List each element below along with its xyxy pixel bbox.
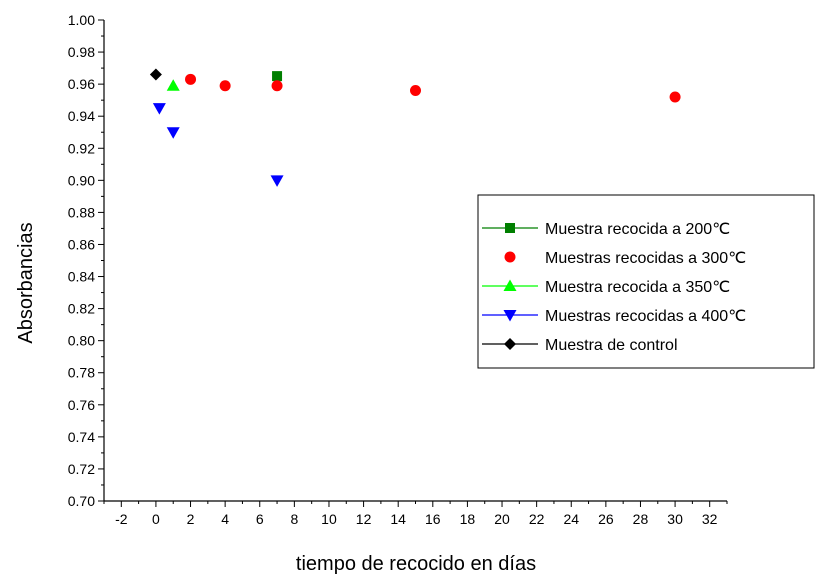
y-tick-label: 0.88 [68,204,95,220]
y-tick-label: 0.70 [68,493,95,509]
x-tick-label: 8 [290,511,298,527]
data-points [149,68,681,187]
y-tick-label: 0.82 [68,301,95,317]
legend-marker [504,338,516,350]
y-tick-label: 0.96 [68,76,95,92]
data-point-series-1 [410,85,421,97]
x-tick-label: 24 [563,511,579,527]
legend-marker [505,223,515,233]
y-tick-label: 1.00 [68,12,95,28]
data-point-series-4 [149,68,162,81]
x-tick-label: 22 [529,511,545,527]
x-tick-label: 30 [667,511,683,527]
x-tick-label: 6 [256,511,264,527]
data-point-series-3 [152,103,166,115]
data-point-series-1 [219,80,231,92]
x-tick-label: 32 [702,511,718,527]
data-point-series-1 [669,91,681,103]
legend-entry: Muestra recocida a 200℃ [482,221,730,238]
x-tick-label: 20 [494,511,510,527]
legend-label: Muestra recocida a 350℃ [545,279,730,296]
data-point-series-2 [166,79,180,91]
x-tick-label: 2 [187,511,195,527]
y-tick-label: 0.76 [68,397,95,413]
x-tick-label: 10 [321,511,337,527]
x-tick-label: 16 [425,511,441,527]
y-axis-title: Absorbancias [15,222,37,343]
y-tick-label: 0.80 [68,333,95,349]
legend-box [477,194,815,369]
legend-label: Muestras recocidas a 400℃ [545,308,746,325]
legend-marker [504,251,516,263]
x-tick-label: -2 [115,511,128,527]
y-tick-label: 0.86 [68,236,95,252]
legend-entry: Muestra de control [482,337,678,354]
x-tick-label: 18 [460,511,476,527]
data-point-series-0 [272,71,283,82]
x-tick-label: 4 [221,511,229,527]
y-tick-label: 0.84 [68,269,95,285]
x-axis-title: tiempo de recocido en días [296,553,536,575]
x-tick-label: 0 [152,511,160,527]
data-point-series-3 [166,127,180,139]
legend-marker [503,279,517,291]
y-tick-label: 0.98 [68,44,95,60]
x-tick-label: 12 [356,511,372,527]
y-tick-label: 0.78 [68,365,95,381]
x-tick-label: 14 [390,511,406,527]
legend-label: Muestras recocidas a 300℃ [545,250,746,267]
legend-entry: Muestra recocida a 350℃ [482,279,730,296]
data-point-series-1 [185,73,197,85]
data-point-series-1 [271,80,283,92]
legend-label: Muestra de control [545,337,678,354]
x-tick-label: 28 [633,511,649,527]
legend: Muestra recocida a 200℃ Muestras recocida… [477,194,815,369]
x-tick-label: 26 [598,511,614,527]
legend-marker [503,310,517,322]
y-tick-label: 0.92 [68,140,95,156]
y-tick-label: 0.74 [68,429,95,445]
y-tick-label: 0.90 [68,172,95,188]
y-tick-label: 0.72 [68,461,95,477]
axis-ticks: 0.70 0.72 0.74 0.76 0.78 0.80 0.82 0.84 0.86 0.88… [68,12,728,527]
legend-label: Muestra recocida a 200℃ [545,221,730,238]
legend-entry: Muestras recocidas a 300℃ [504,250,746,267]
y-tick-label: 0.94 [68,108,95,124]
data-point-series-3 [270,175,284,187]
legend-entry: Muestras recocidas a 400℃ [482,308,746,325]
